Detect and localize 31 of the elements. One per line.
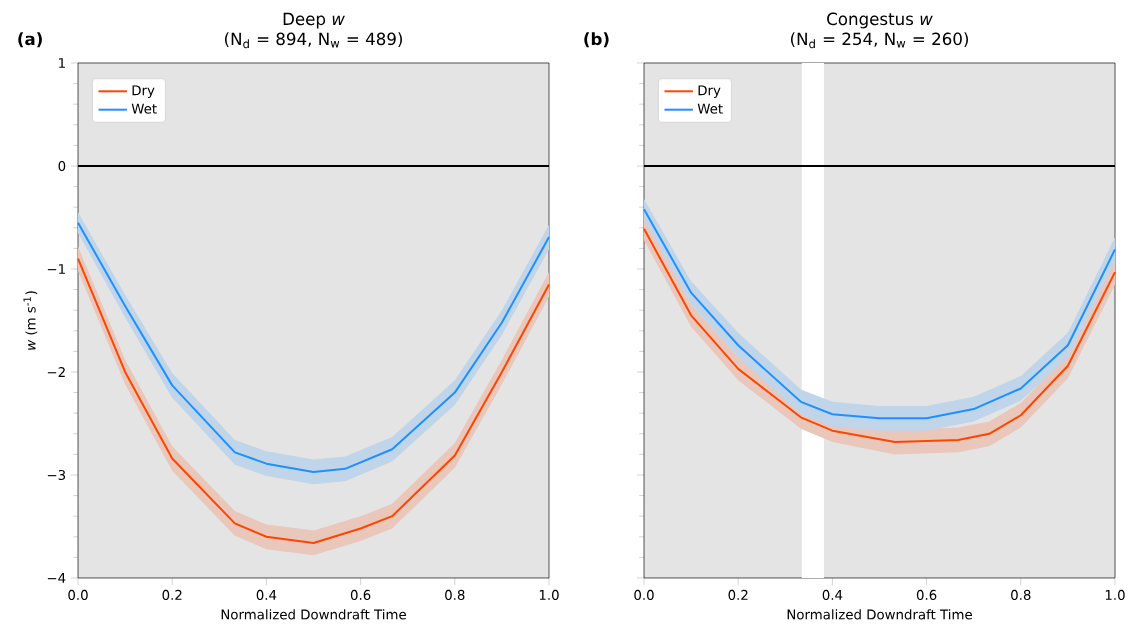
y-tick-label: −4 — [47, 573, 66, 583]
x-tick-label: 0.0 — [634, 589, 654, 600]
y-tick-label: −3 — [47, 469, 66, 481]
text: (a) — [18, 32, 42, 48]
chart-subtitle: (N$_{d}$ = 254, N$_{w}$ = 260) — [790, 32, 968, 49]
text: (b) — [584, 32, 609, 48]
x-axis-title: Normalized Downdraft Time — [221, 609, 406, 620]
y-tick-label: −2 — [47, 367, 65, 377]
x-tick-label: 1.0 — [539, 589, 559, 600]
y-tick-label: 1 — [59, 58, 65, 68]
chart-title: Deep w — [283, 12, 345, 29]
x-tick-label: 0.8 — [1011, 589, 1031, 600]
legend-label: Dry — [132, 85, 155, 98]
x-tick-label: 0.2 — [728, 589, 748, 600]
legend-label: Wet — [131, 103, 157, 114]
chart-title: Congestus w — [827, 12, 933, 29]
x-tick-label: 0.6 — [350, 589, 371, 600]
legend-label: Dry — [698, 85, 721, 98]
x-tick-label: 0.4 — [822, 589, 843, 600]
chart-subtitle: (N$_{d}$ = 894, N$_{w}$ = 489) — [225, 32, 402, 49]
x-tick-label: 0.6 — [916, 589, 937, 600]
x-tick-label: 0.8 — [445, 589, 465, 600]
y-tick-label: −1 — [47, 264, 65, 274]
x-tick-label: 1.0 — [1105, 589, 1125, 600]
y-axis-title: w (m s$^{-1}$) — [23, 291, 38, 350]
x-tick-label: 0.2 — [162, 589, 182, 600]
x-tick-label: 0.0 — [68, 589, 88, 600]
legend-label: Wet — [697, 103, 723, 114]
x-axis-title: Normalized Downdraft Time — [787, 609, 972, 620]
y-tick-label: 0 — [58, 160, 66, 172]
x-tick-label: 0.4 — [256, 589, 277, 600]
